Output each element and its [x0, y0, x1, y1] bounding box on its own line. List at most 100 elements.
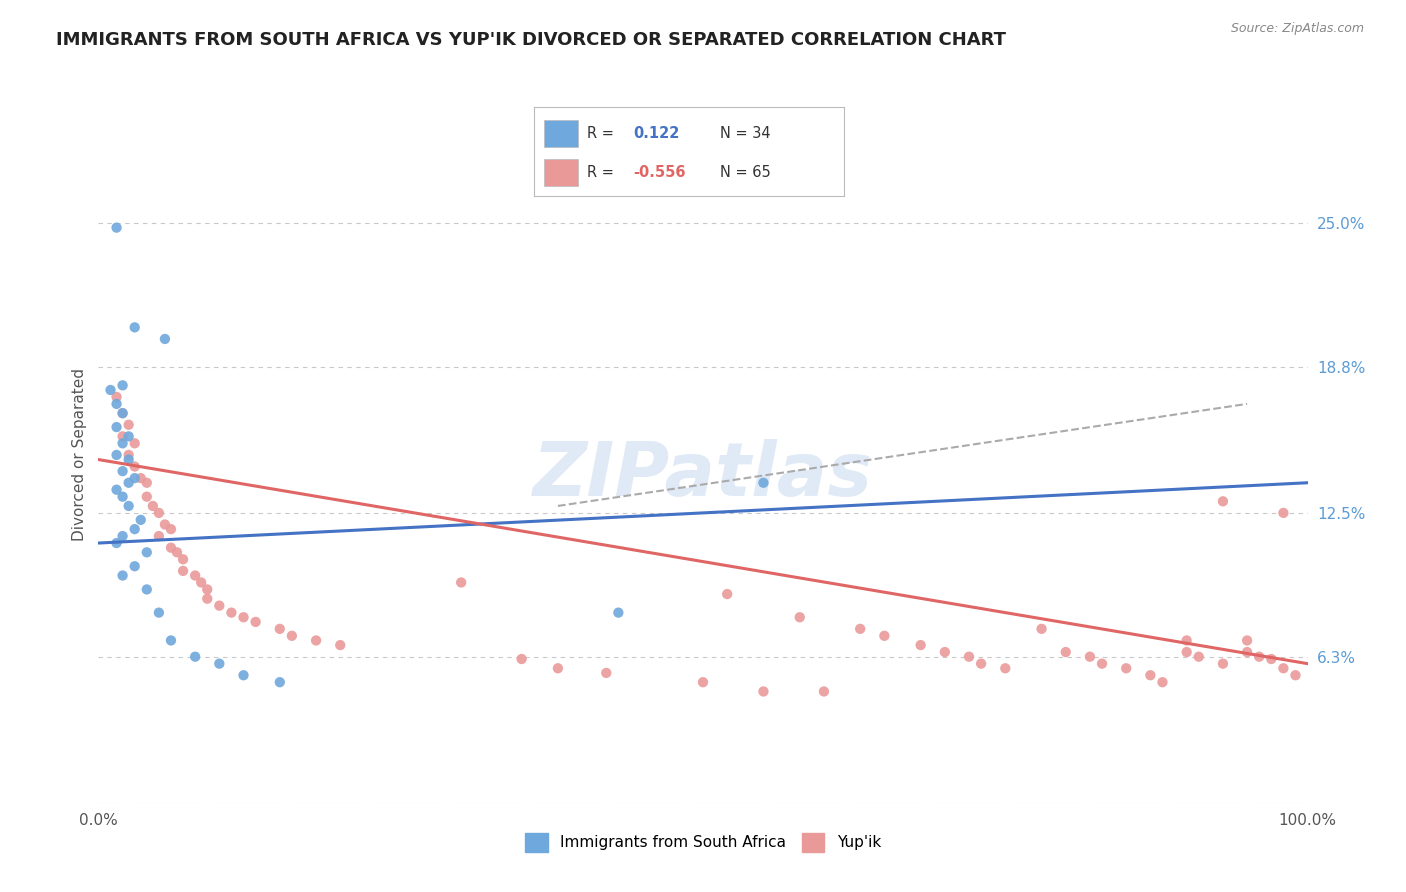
Point [111, 464, 134, 478]
Point [148, 506, 170, 520]
Point [184, 568, 207, 582]
Point [124, 471, 146, 485]
Text: R =: R = [586, 165, 614, 179]
Point [1175, 633, 1198, 648]
Point [172, 564, 194, 578]
Point [111, 529, 134, 543]
Point [124, 522, 146, 536]
Point [105, 390, 128, 404]
Point [1054, 645, 1077, 659]
Point [1188, 649, 1211, 664]
Point [1272, 506, 1295, 520]
Point [1236, 645, 1258, 659]
Point [135, 582, 157, 597]
Bar [544, 159, 578, 186]
Point [1284, 668, 1306, 682]
Point [129, 471, 152, 485]
Point [281, 629, 304, 643]
Text: -0.556: -0.556 [633, 165, 686, 179]
Point [1091, 657, 1114, 671]
Point [595, 665, 617, 680]
Point [269, 675, 291, 690]
Point [124, 436, 146, 450]
Point [269, 622, 291, 636]
Point [329, 638, 352, 652]
Point [716, 587, 738, 601]
Point [184, 649, 207, 664]
Point [232, 610, 254, 624]
Point [111, 378, 134, 392]
Point [148, 529, 170, 543]
Point [1249, 649, 1271, 664]
Point [105, 420, 128, 434]
Point [607, 606, 630, 620]
Point [1260, 652, 1282, 666]
Point [957, 649, 980, 664]
Text: ZIPatlas: ZIPatlas [533, 439, 873, 512]
Text: 0.122: 0.122 [633, 127, 679, 141]
Point [153, 517, 176, 532]
Text: N = 34: N = 34 [720, 127, 770, 141]
Point [105, 448, 128, 462]
Point [305, 633, 328, 648]
Point [208, 657, 231, 671]
Point [105, 483, 128, 497]
Point [135, 545, 157, 559]
Point [111, 406, 134, 420]
Point [1031, 622, 1053, 636]
Point [692, 675, 714, 690]
Point [232, 668, 254, 682]
Text: Source: ZipAtlas.com: Source: ZipAtlas.com [1230, 22, 1364, 36]
Point [160, 633, 183, 648]
Point [148, 606, 170, 620]
Point [195, 591, 218, 606]
Point [172, 552, 194, 566]
Point [118, 452, 141, 467]
Point [129, 513, 152, 527]
Text: R =: R = [586, 127, 614, 141]
Point [1115, 661, 1137, 675]
Point [111, 429, 134, 443]
Point [970, 657, 993, 671]
Point [934, 645, 956, 659]
Point [142, 499, 165, 513]
Point [813, 684, 835, 698]
Point [510, 652, 533, 666]
Point [245, 615, 267, 629]
Point [1212, 494, 1234, 508]
Point [153, 332, 176, 346]
Point [100, 383, 122, 397]
Point [1152, 675, 1174, 690]
Point [160, 541, 183, 555]
Point [118, 475, 141, 490]
Point [789, 610, 811, 624]
Point [124, 559, 146, 574]
Point [166, 545, 188, 559]
Text: N = 65: N = 65 [720, 165, 770, 179]
Point [111, 568, 134, 582]
Point [1175, 645, 1198, 659]
Point [195, 582, 218, 597]
Point [450, 575, 472, 590]
Point [1078, 649, 1101, 664]
Point [105, 220, 128, 235]
Point [208, 599, 231, 613]
Text: IMMIGRANTS FROM SOUTH AFRICA VS YUP'IK DIVORCED OR SEPARATED CORRELATION CHART: IMMIGRANTS FROM SOUTH AFRICA VS YUP'IK D… [56, 31, 1007, 49]
Point [118, 448, 141, 462]
Point [1272, 661, 1295, 675]
Point [849, 622, 872, 636]
Bar [544, 120, 578, 147]
Point [124, 459, 146, 474]
Point [190, 575, 212, 590]
Point [105, 397, 128, 411]
Point [118, 499, 141, 513]
Y-axis label: Divorced or Separated: Divorced or Separated [72, 368, 87, 541]
Point [118, 429, 141, 443]
Point [111, 490, 134, 504]
Legend: Immigrants from South Africa, Yup'ik: Immigrants from South Africa, Yup'ik [519, 827, 887, 858]
Point [752, 475, 775, 490]
Point [124, 320, 146, 334]
Point [111, 436, 134, 450]
Point [547, 661, 569, 675]
Point [1236, 633, 1258, 648]
